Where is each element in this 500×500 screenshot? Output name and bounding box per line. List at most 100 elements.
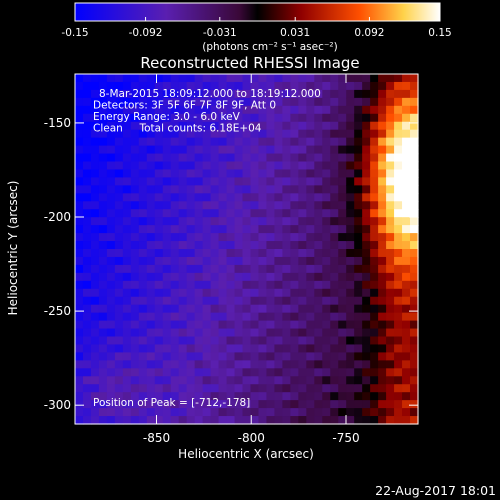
heatmap-cell xyxy=(242,169,252,179)
heatmap-cell xyxy=(346,129,355,139)
heatmap-cell xyxy=(402,89,411,99)
heatmap-cell xyxy=(170,416,180,425)
heatmap-cell xyxy=(346,344,355,354)
heatmap-cell xyxy=(258,400,268,409)
heatmap-cell xyxy=(226,81,236,91)
heatmap-cell xyxy=(226,360,236,369)
heatmap-cell xyxy=(106,89,116,99)
heatmap-cell xyxy=(386,153,395,163)
heatmap-cell xyxy=(226,328,236,338)
heatmap-cell xyxy=(410,264,419,274)
heatmap-cell xyxy=(178,89,188,99)
heatmap-cell xyxy=(218,89,228,99)
heatmap-cell xyxy=(226,376,236,385)
heatmap-cell xyxy=(106,185,116,194)
heatmap-cell xyxy=(338,201,347,210)
heatmap-cell xyxy=(226,113,236,123)
heatmap-cell xyxy=(218,376,228,385)
heatmap-cell xyxy=(370,209,379,218)
heatmap-cell xyxy=(122,416,132,425)
heatmap-cell xyxy=(410,177,419,186)
heatmap-cell xyxy=(194,344,204,354)
heatmap-cell xyxy=(154,129,164,139)
heatmap-cell xyxy=(274,328,283,338)
heatmap-cell xyxy=(394,185,403,194)
heatmap-cell xyxy=(242,185,252,194)
heatmap-cell xyxy=(234,81,244,91)
heatmap-cell xyxy=(162,360,172,369)
heatmap-cell xyxy=(130,328,140,338)
heatmap-cell xyxy=(146,193,156,202)
heatmap-cell xyxy=(210,225,220,234)
heatmap-cell xyxy=(98,360,108,369)
heatmap-cell xyxy=(362,272,371,282)
heatmap-cell xyxy=(146,177,156,186)
heatmap-cell xyxy=(410,280,419,290)
heatmap-cell xyxy=(234,233,244,242)
heatmap-cell xyxy=(146,304,156,314)
heatmap-cell xyxy=(75,105,84,115)
heatmap-cell xyxy=(82,320,92,330)
heatmap-cell xyxy=(178,241,188,250)
heatmap-cell xyxy=(298,225,307,234)
heatmap-cell xyxy=(386,225,395,234)
heatmap-cell xyxy=(178,169,188,179)
heatmap-cell xyxy=(98,169,108,179)
heatmap-cell xyxy=(242,264,252,274)
heatmap-cell xyxy=(362,217,371,226)
heatmap-cell xyxy=(298,201,307,210)
heatmap-cell xyxy=(290,264,299,274)
heatmap-cell xyxy=(370,312,379,322)
heatmap-cell xyxy=(186,81,196,91)
heatmap-cell xyxy=(138,296,148,306)
heatmap-cell xyxy=(234,408,244,417)
heatmap-cell xyxy=(194,304,204,314)
heatmap-cell xyxy=(258,185,268,194)
heatmap-cell xyxy=(138,408,148,417)
heatmap-cell xyxy=(338,296,347,306)
heatmap-cell xyxy=(210,296,220,306)
heatmap-cell xyxy=(338,233,347,242)
heatmap-cell xyxy=(90,105,100,115)
heatmap-cell xyxy=(234,113,244,123)
heatmap-cell xyxy=(330,177,339,186)
heatmap-cell xyxy=(154,352,164,361)
heatmap-cell xyxy=(194,416,204,425)
heatmap-cell xyxy=(178,177,188,186)
heatmap-cell xyxy=(250,280,260,290)
heatmap-cell xyxy=(410,209,419,218)
heatmap-cell xyxy=(370,81,379,91)
heatmap-cell xyxy=(226,392,236,401)
heatmap-cell xyxy=(98,344,108,354)
heatmap-cell xyxy=(266,288,276,298)
heatmap-cell xyxy=(226,272,236,282)
heatmap-cell xyxy=(75,161,84,171)
heatmap-cell xyxy=(394,256,403,266)
heatmap-cell xyxy=(114,352,124,361)
heatmap-cell xyxy=(202,384,212,393)
heatmap-cell xyxy=(314,153,323,163)
heatmap-cell xyxy=(274,272,283,282)
heatmap-cell xyxy=(170,368,180,377)
heatmap-cell xyxy=(362,201,371,210)
heatmap-cell xyxy=(354,376,363,385)
heatmap-cell xyxy=(130,264,140,274)
heatmap-cell xyxy=(154,272,164,282)
heatmap-cell xyxy=(410,304,419,314)
heatmap-cell xyxy=(370,233,379,242)
heatmap-cell xyxy=(162,121,172,131)
heatmap-cell xyxy=(322,233,331,242)
heatmap-cell xyxy=(138,81,148,91)
heatmap-cell xyxy=(202,89,212,99)
heatmap-cell xyxy=(290,288,299,298)
heatmap-cell xyxy=(194,400,204,409)
heatmap-cell xyxy=(170,201,180,210)
heatmap-cell xyxy=(194,209,204,218)
heatmap-cell xyxy=(170,113,180,123)
heatmap-cell xyxy=(314,264,323,274)
heatmap-cell xyxy=(378,400,387,409)
heatmap-cell xyxy=(218,272,228,282)
colorbar-tick-label: -0.15 xyxy=(61,27,88,39)
heatmap-cell xyxy=(210,233,220,242)
heatmap-cell xyxy=(170,408,180,417)
